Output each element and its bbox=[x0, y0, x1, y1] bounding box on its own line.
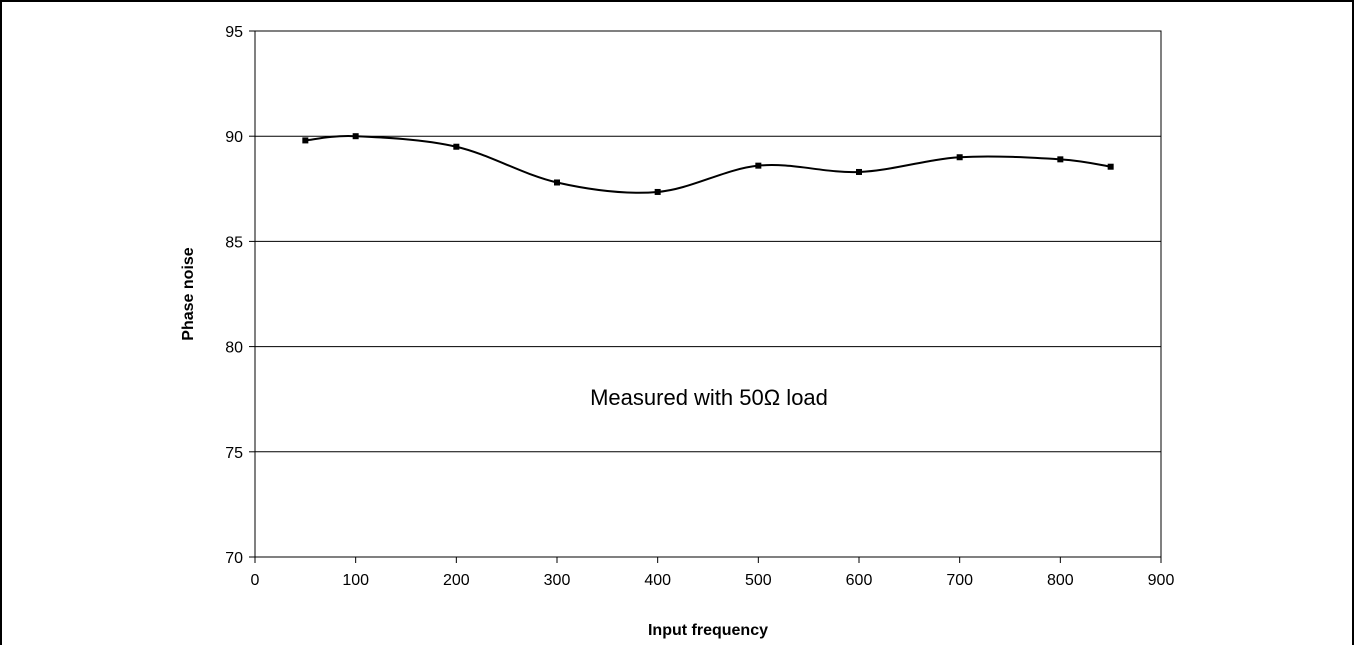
x-axis-title: Input frequency bbox=[648, 622, 768, 639]
data-point-marker bbox=[1107, 163, 1114, 170]
y-tick-label: 70 bbox=[225, 550, 243, 567]
data-point-marker bbox=[352, 133, 359, 140]
plot-area bbox=[254, 30, 1162, 558]
x-tick-label: 100 bbox=[342, 572, 369, 589]
x-tick-label: 600 bbox=[846, 572, 873, 589]
y-axis-title: Phase noise bbox=[180, 247, 197, 340]
x-tick-label: 900 bbox=[1148, 572, 1175, 589]
chart-annotation: Measured with 50Ω load bbox=[590, 385, 828, 410]
y-tick-label: 80 bbox=[225, 340, 243, 357]
data-point-marker bbox=[554, 179, 560, 186]
x-tick-label: 0 bbox=[251, 572, 260, 589]
series-markers bbox=[302, 133, 1114, 195]
y-tick-label: 75 bbox=[225, 445, 243, 462]
data-point-marker bbox=[1057, 156, 1064, 163]
x-tick-label: 400 bbox=[644, 572, 671, 589]
data-point-marker bbox=[654, 188, 661, 195]
data-point-marker bbox=[453, 143, 460, 150]
gridlines bbox=[255, 135, 1161, 453]
data-point-marker bbox=[956, 154, 963, 161]
x-axis-ticks: 0 100 200 300 400 500 600 700 800 900 bbox=[251, 557, 1175, 589]
series-line bbox=[305, 135, 1111, 194]
x-tick-label: 200 bbox=[443, 572, 470, 589]
data-point-marker bbox=[856, 168, 862, 175]
y-tick-label: 95 bbox=[225, 24, 243, 41]
x-tick-label: 800 bbox=[1047, 572, 1074, 589]
y-axis-ticks: 70 75 80 85 90 95 bbox=[225, 24, 255, 567]
x-tick-label: 300 bbox=[544, 572, 571, 589]
x-tick-label: 700 bbox=[946, 572, 973, 589]
data-point-marker bbox=[302, 137, 309, 144]
y-tick-label: 85 bbox=[225, 234, 243, 251]
y-tick-label: 90 bbox=[225, 129, 243, 146]
data-point-marker bbox=[755, 162, 762, 169]
x-tick-label: 500 bbox=[745, 572, 772, 589]
